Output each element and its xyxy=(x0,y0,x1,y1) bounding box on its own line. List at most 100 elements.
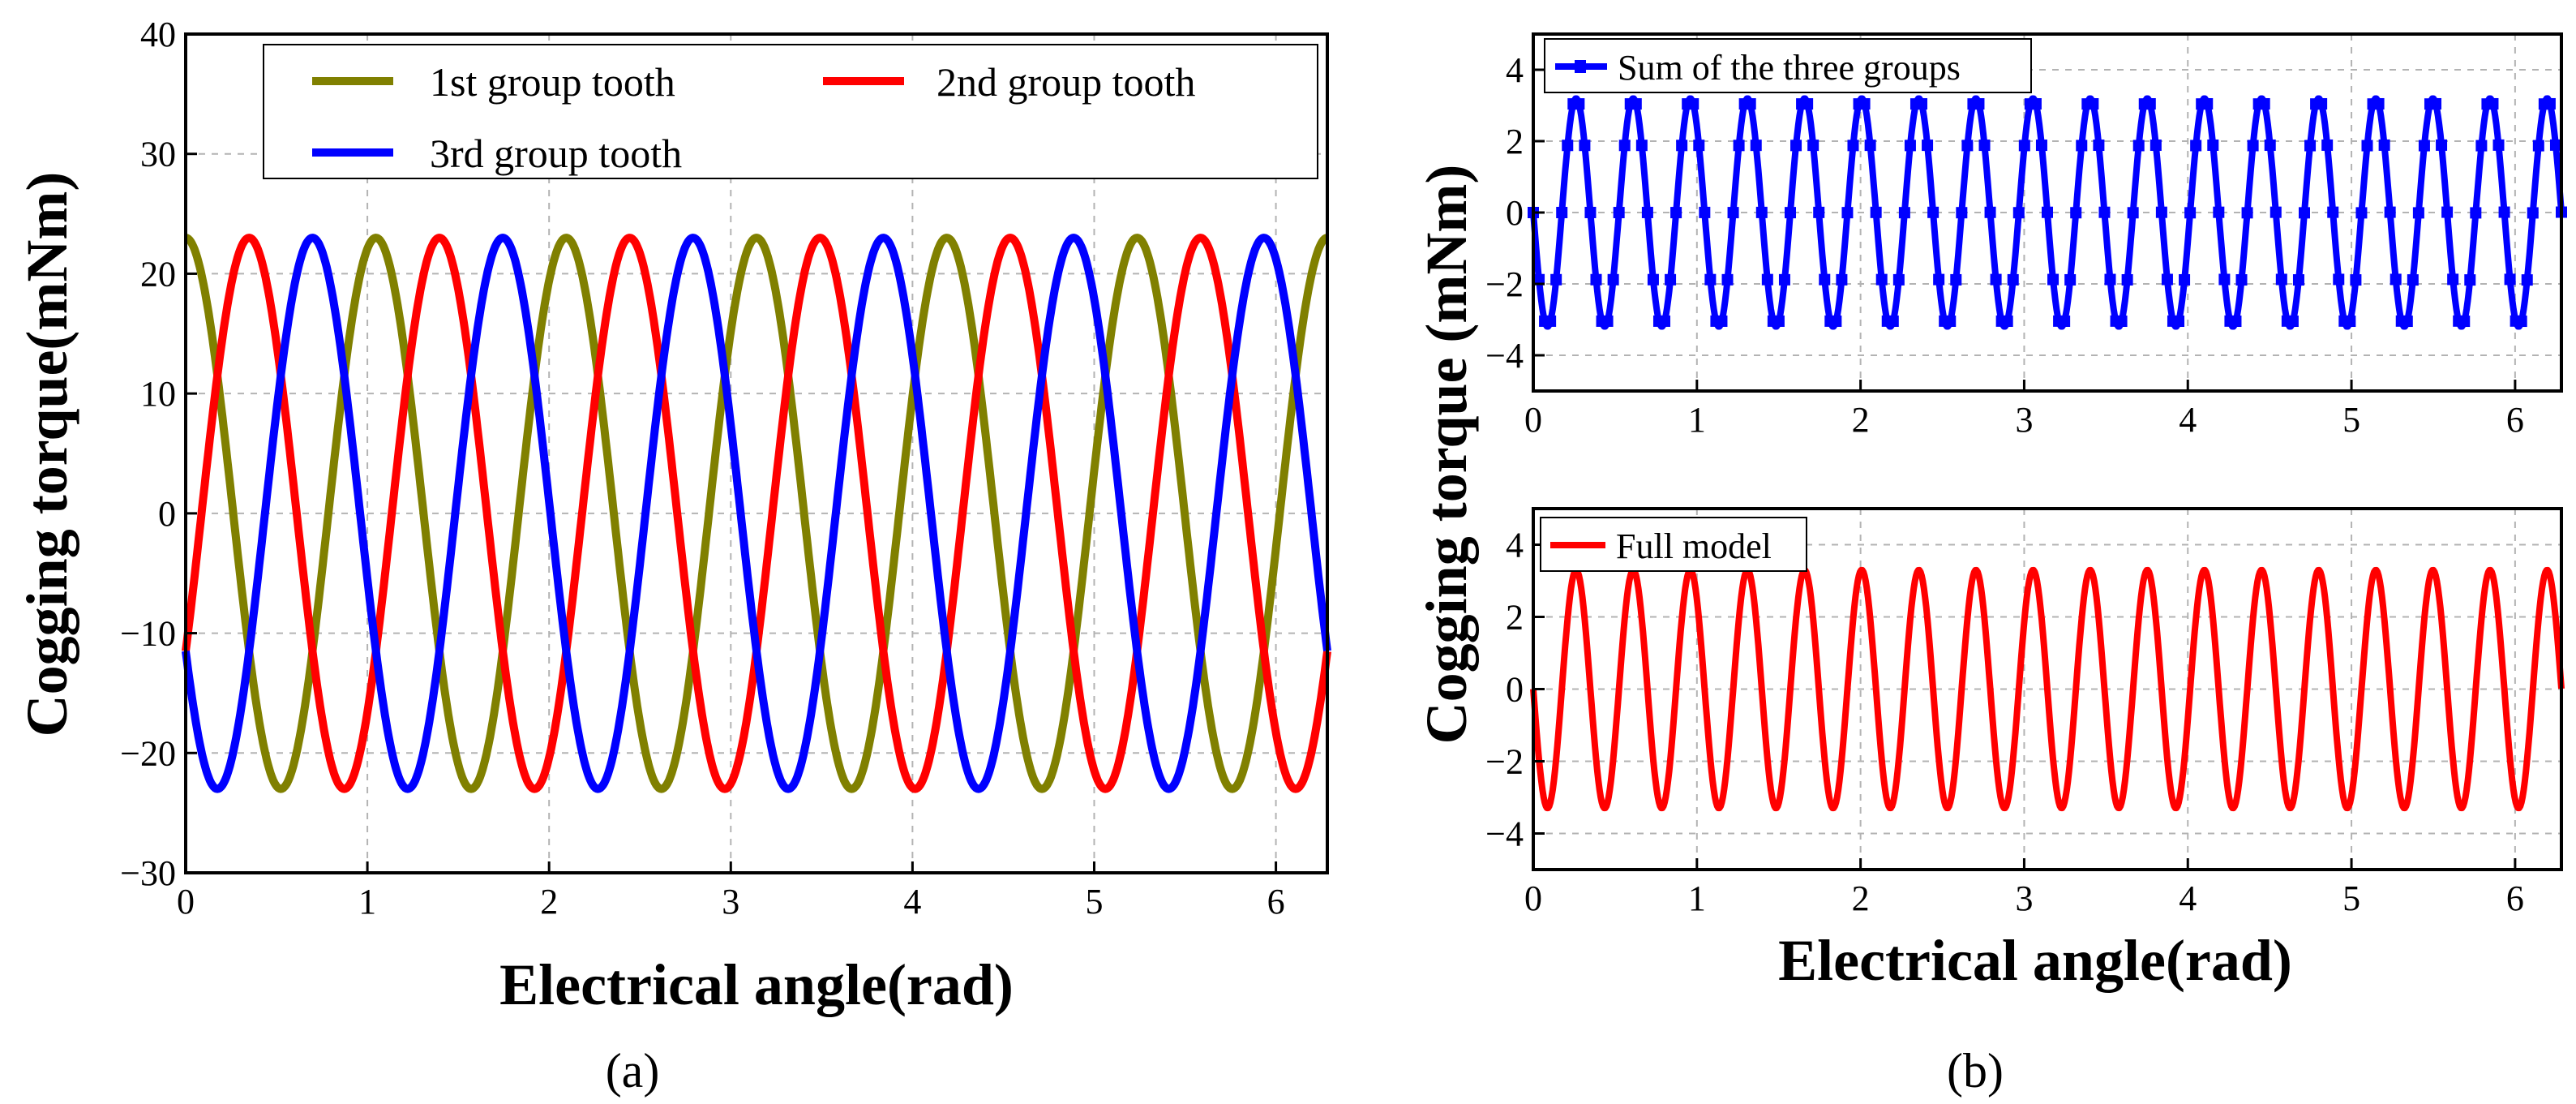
data-point xyxy=(1545,315,1557,327)
data-point xyxy=(1790,140,1802,152)
tick-label-x: 4 xyxy=(2179,400,2197,440)
data-point xyxy=(1807,140,1819,152)
data-point xyxy=(1870,206,1882,218)
data-point xyxy=(1984,206,1996,218)
data-point xyxy=(1704,273,1717,286)
data-point xyxy=(1864,140,1876,152)
data-point xyxy=(2035,140,2047,152)
data-point xyxy=(2498,206,2510,218)
data-point xyxy=(1750,140,1762,152)
data-point xyxy=(1579,140,1591,152)
legend-marker-sum xyxy=(1575,60,1586,73)
data-point xyxy=(1927,206,1940,218)
data-point xyxy=(2458,316,2471,328)
data-point xyxy=(1550,273,1562,286)
data-point xyxy=(1721,273,1734,286)
data-point xyxy=(1727,207,1739,219)
legend-box-a xyxy=(263,44,1318,179)
data-point xyxy=(2390,273,2402,286)
data-point xyxy=(1847,140,1859,152)
data-point xyxy=(2076,140,2088,152)
series-lines-a xyxy=(182,234,1331,793)
data-point xyxy=(2287,316,2299,328)
data-point xyxy=(2184,207,2197,219)
tick-label-y: −2 xyxy=(1485,264,1524,304)
data-point xyxy=(2235,274,2248,286)
data-point xyxy=(1744,98,1756,110)
data-point xyxy=(2059,315,2071,327)
data-point xyxy=(2115,315,2128,327)
data-point xyxy=(1961,140,1974,152)
data-point xyxy=(2127,207,2139,219)
data-point xyxy=(2007,273,2019,286)
tick-label-x: 1 xyxy=(1688,878,1706,918)
x-axis-title-a: Electrical angle(rad) xyxy=(499,952,1014,1017)
data-point xyxy=(2407,274,2419,286)
data-point xyxy=(2299,207,2310,219)
data-point xyxy=(2241,207,2253,219)
plot-frame-a xyxy=(184,32,1329,874)
data-point xyxy=(2492,139,2505,151)
caption-b: (b) xyxy=(1947,1044,2004,1098)
data-point xyxy=(2247,140,2259,152)
data-point xyxy=(2532,140,2544,152)
data-point xyxy=(2173,315,2185,327)
data-point xyxy=(1699,206,1711,218)
data-point xyxy=(2064,273,2077,286)
tick-label-x: 5 xyxy=(1085,882,1103,921)
data-point xyxy=(1733,140,1745,152)
tick-label-x: 3 xyxy=(2015,400,2033,440)
tick-label-x: 0 xyxy=(1524,878,1542,918)
data-point xyxy=(2412,207,2424,219)
data-point xyxy=(1562,140,1574,152)
data-point xyxy=(2030,98,2042,110)
data-point xyxy=(1898,207,1910,219)
data-point xyxy=(2161,273,2173,286)
tick-label-x: 0 xyxy=(1524,400,1542,440)
data-point xyxy=(2207,139,2219,151)
data-point xyxy=(2316,97,2328,110)
data-point xyxy=(2292,274,2304,286)
data-point xyxy=(1904,140,1916,152)
data-point xyxy=(1836,273,1848,286)
data-point xyxy=(2042,206,2053,218)
tick-label-x: 6 xyxy=(1267,882,1285,921)
ticks-a: 0 1 2 3 4 5 6 −30 −20 −10 0 10 20 30 40 xyxy=(120,15,1284,921)
data-point xyxy=(2150,140,2162,152)
tick-label-y: 4 xyxy=(1506,526,1524,565)
data-point xyxy=(1875,273,1888,286)
tick-label-x: 2 xyxy=(1852,878,1870,918)
data-point xyxy=(2190,140,2202,152)
data-point xyxy=(1647,273,1659,286)
data-point xyxy=(2475,140,2488,152)
data-point xyxy=(2401,316,2413,328)
data-point xyxy=(1950,273,1962,286)
data-point xyxy=(1778,273,1790,286)
data-point xyxy=(2521,274,2533,286)
tick-label-y: 0 xyxy=(1506,193,1524,233)
tick-label-y: 0 xyxy=(158,494,176,534)
data-point xyxy=(2001,315,2013,327)
data-point xyxy=(1613,207,1625,219)
data-point xyxy=(1755,206,1768,218)
legend-label-1st: 1st group tooth xyxy=(430,59,675,105)
series-line-a-1 xyxy=(182,234,1331,793)
data-point xyxy=(1916,98,1928,110)
tick-label-x: 4 xyxy=(2179,878,2197,918)
series-lines-b-bottom xyxy=(1530,566,2565,812)
data-point xyxy=(1687,98,1699,110)
tick-label-x: 2 xyxy=(1852,400,1870,440)
data-point xyxy=(2201,97,2214,110)
data-point xyxy=(1573,98,1585,110)
data-point xyxy=(1618,140,1631,152)
data-point xyxy=(1590,273,1602,286)
panel-a: 0 1 2 3 4 5 6 −30 −20 −10 0 10 20 30 40 1st group toot… xyxy=(15,15,1331,1098)
data-point xyxy=(1892,273,1905,286)
data-point xyxy=(2098,206,2111,218)
tick-label-x: 1 xyxy=(358,882,376,921)
data-point xyxy=(1772,315,1785,327)
tick-label-x: 4 xyxy=(903,882,921,921)
tick-label-x: 5 xyxy=(2342,400,2360,440)
data-point xyxy=(1956,207,1968,219)
data-point xyxy=(1933,273,1945,286)
